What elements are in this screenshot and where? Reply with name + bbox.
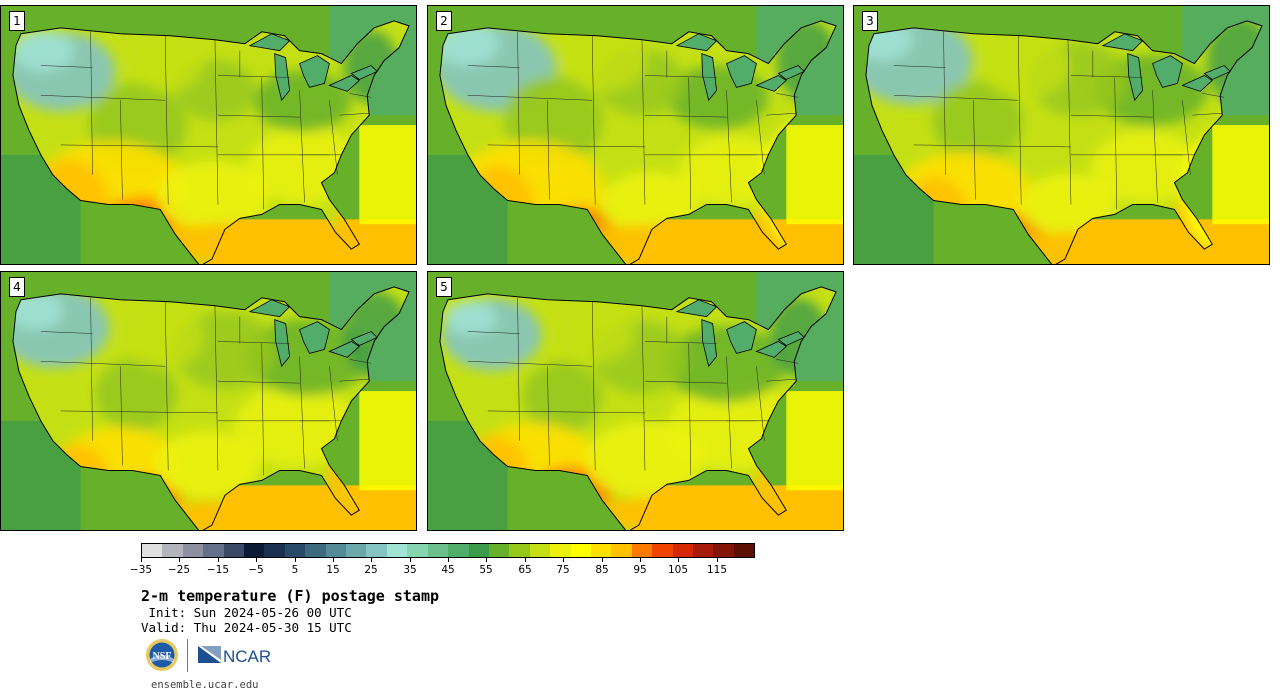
colorbar-swatch	[529, 544, 551, 557]
colorbar-tick	[563, 558, 564, 562]
colorbar-tick-label: −35	[129, 564, 153, 576]
colorbar-tick	[640, 558, 641, 562]
colorbar-tick	[371, 558, 372, 562]
colorbar-tick-label: −15	[206, 564, 230, 576]
colorbar-tick-label: 15	[326, 564, 340, 576]
temperature-map	[1, 272, 416, 530]
colorbar-tick-label: 95	[633, 564, 647, 576]
colorbar-swatch	[223, 544, 245, 557]
colorbar-swatch	[672, 544, 693, 557]
colorbar-swatch	[590, 544, 612, 557]
colorbar-tick-label: 5	[291, 564, 299, 576]
colorbar-tick-label: −25	[167, 564, 191, 576]
temperature-map	[854, 6, 1269, 264]
colorbar-swatch	[244, 544, 265, 557]
colorbar-swatch	[570, 544, 591, 557]
colorbar-swatch	[346, 544, 367, 557]
colorbar-swatch	[162, 544, 183, 557]
colorbar-tick	[678, 558, 679, 562]
colorbar-swatch	[386, 544, 408, 557]
member-number-label: 4	[9, 277, 25, 297]
colorbar-tick	[141, 558, 142, 562]
svg-text:NSF: NSF	[153, 651, 172, 662]
colorbar-tick	[218, 558, 219, 562]
colorbar-ticks: −35 −25 −15 −5 5 15 25 35 45 55 65 75 85 95 105 115	[130, 558, 755, 580]
colorbar-tick-label: 115	[706, 564, 728, 576]
colorbar-swatch	[305, 544, 326, 557]
colorbar-swatch	[611, 544, 632, 557]
member-number-label: 3	[862, 11, 878, 31]
colorbar-swatch	[407, 544, 428, 557]
website-url: ensemble.ucar.edu	[151, 679, 259, 691]
colorbar-swatch	[550, 544, 571, 557]
colorbar-swatch	[733, 544, 755, 557]
postage-stamp-panel: 2	[427, 5, 844, 265]
colorbar-swatch	[713, 544, 734, 557]
colorbar-tick	[448, 558, 449, 562]
colorbar-swatch	[652, 544, 673, 557]
member-number-label: 1	[9, 11, 25, 31]
colorbar-swatch	[264, 544, 285, 557]
colorbar-tick	[525, 558, 526, 562]
temperature-colorbar	[141, 543, 755, 558]
colorbar-tick-label: −5	[248, 564, 264, 576]
valid-time: Valid: Thu 2024-05-30 15 UTC	[141, 620, 352, 635]
colorbar-tick-label: 55	[479, 564, 493, 576]
temperature-map	[428, 272, 843, 530]
colorbar-tick	[179, 558, 180, 562]
colorbar-tick	[295, 558, 296, 562]
colorbar-swatch	[203, 544, 224, 557]
colorbar-tick-label: 25	[364, 564, 378, 576]
postage-stamp-panel: 3	[853, 5, 1270, 265]
colorbar-swatch	[468, 544, 489, 557]
svg-text:NCAR: NCAR	[223, 647, 271, 666]
member-number-label: 5	[436, 277, 452, 297]
colorbar-swatch	[284, 544, 306, 557]
colorbar-swatch	[182, 544, 204, 557]
logo-separator	[187, 639, 188, 672]
postage-stamp-panel: 5	[427, 271, 844, 531]
colorbar-tick-label: 45	[441, 564, 455, 576]
colorbar-tick	[410, 558, 411, 562]
colorbar-tick-label: 105	[667, 564, 689, 576]
colorbar-tick	[717, 558, 718, 562]
colorbar-tick-label: 75	[556, 564, 570, 576]
colorbar-swatch	[427, 544, 449, 557]
colorbar-swatch	[366, 544, 387, 557]
colorbar-tick	[602, 558, 603, 562]
colorbar-tick-label: 85	[595, 564, 609, 576]
colorbar-tick	[256, 558, 257, 562]
ncar-logo: NCAR	[198, 646, 271, 666]
colorbar-swatch	[448, 544, 469, 557]
colorbar-swatch	[631, 544, 653, 557]
colorbar-tick	[486, 558, 487, 562]
colorbar-tick-label: 35	[403, 564, 417, 576]
init-time: Init: Sun 2024-05-26 00 UTC	[141, 605, 352, 620]
colorbar-swatch	[488, 544, 510, 557]
postage-stamp-panel: 4	[0, 271, 417, 531]
postage-stamp-panel: 1	[0, 5, 417, 265]
colorbar-swatch	[509, 544, 530, 557]
colorbar-tick	[333, 558, 334, 562]
colorbar-tick-label: 65	[518, 564, 532, 576]
member-number-label: 2	[436, 11, 452, 31]
figure-title: 2-m temperature (F) postage stamp	[141, 587, 440, 605]
colorbar-swatch	[325, 544, 347, 557]
temperature-map	[428, 6, 843, 264]
temperature-map	[1, 6, 416, 264]
colorbar-swatch	[692, 544, 714, 557]
nsf-logo: NSF	[146, 639, 178, 671]
colorbar-swatch	[142, 544, 163, 557]
